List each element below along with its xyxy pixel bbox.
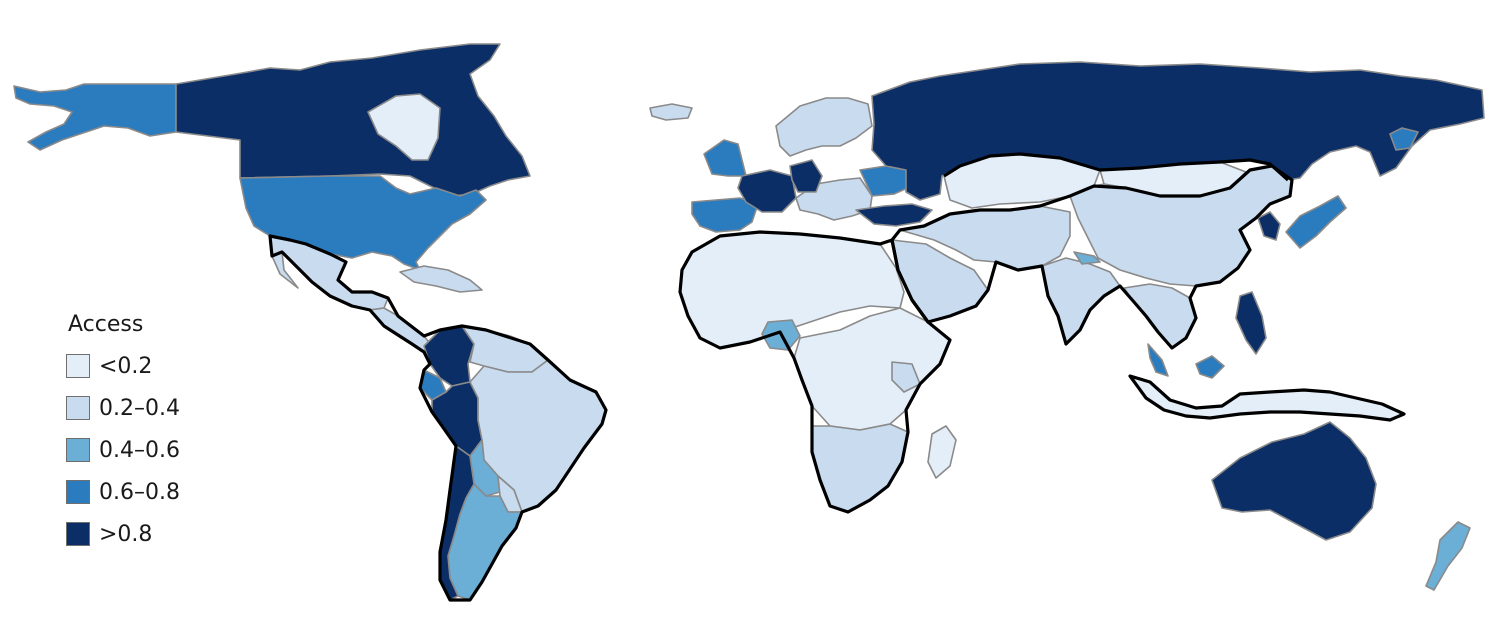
region-turkey: [855, 203, 933, 227]
region-malaysia: [1147, 343, 1225, 379]
region-ireland-and-united-kingdom: [703, 139, 747, 177]
legend-label: 0.4–0.6: [99, 437, 180, 463]
legend-items: <0.2 0.2–0.4 0.4–0.6 0.6–0.8 >0.8: [66, 345, 180, 555]
region-australia: [1211, 421, 1377, 541]
region-outline-1: [268, 234, 608, 602]
legend-title: Access: [68, 312, 144, 337]
region-central-america: [369, 307, 433, 353]
legend-label: >0.8: [99, 521, 153, 547]
legend-item: >0.8: [66, 513, 180, 555]
region-greenland: [367, 93, 441, 161]
region-canada: [175, 43, 531, 197]
region-iceland: [649, 103, 693, 121]
region-new-zealand: [1425, 521, 1471, 591]
map-legend: Access <0.2 0.2–0.4 0.4–0.6 0.6–0.8 >0.8: [66, 312, 180, 555]
legend-swatch: [66, 522, 90, 546]
region-kenya: [891, 361, 921, 393]
legend-item: 0.6–0.8: [66, 471, 180, 513]
region-caribbean: [399, 265, 483, 293]
legend-swatch: [66, 438, 90, 462]
region-japan: [1285, 127, 1419, 249]
highlighted-region-outlines: [268, 152, 1406, 602]
legend-swatch: [66, 480, 90, 504]
region-outline-3: [890, 164, 1294, 350]
legend-swatch: [66, 354, 90, 378]
legend-item: 0.4–0.6: [66, 429, 180, 471]
legend-label: <0.2: [99, 353, 153, 379]
region-alaska: [13, 83, 177, 151]
legend-label: 0.2–0.4: [99, 395, 180, 421]
region-madagascar: [927, 425, 957, 479]
map-regions: [13, 43, 1485, 601]
legend-item: 0.2–0.4: [66, 387, 180, 429]
region-philippines: [1235, 291, 1267, 355]
region-outline-2: [678, 230, 952, 514]
region-germany: [789, 159, 823, 193]
legend-item: <0.2: [66, 345, 180, 387]
region-central-and-east-africa: [793, 307, 951, 431]
region-korea: [1257, 211, 1281, 241]
legend-swatch: [66, 396, 90, 420]
region-scandinavia: [775, 97, 873, 157]
region-outline-4: [1128, 374, 1406, 422]
region-nepal: [1073, 251, 1101, 265]
legend-label: 0.6–0.8: [99, 479, 180, 505]
region-france: [737, 169, 797, 213]
region-outline-5: [943, 152, 1290, 182]
region-russia: [871, 61, 1485, 201]
